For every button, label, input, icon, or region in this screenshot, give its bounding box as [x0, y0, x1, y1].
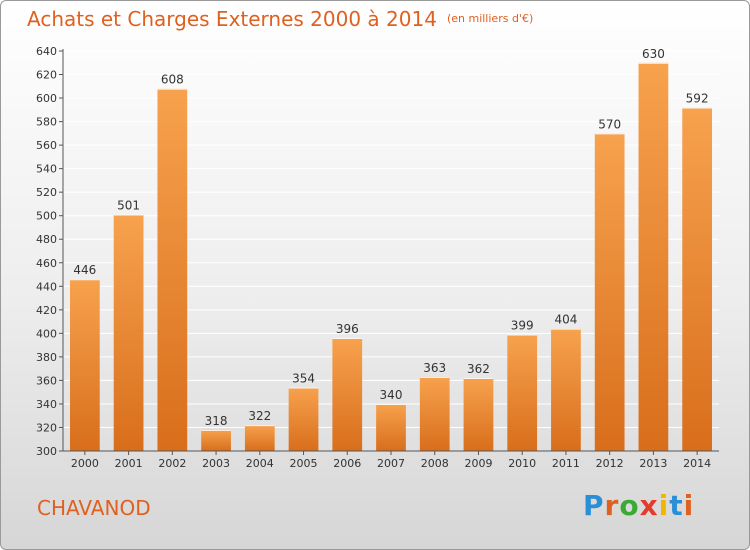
logo-letter: t	[669, 489, 684, 522]
y-tick-label: 640	[36, 45, 57, 58]
y-tick-label: 560	[36, 139, 57, 152]
bar-value-label: 608	[161, 73, 184, 87]
y-tick-label: 320	[36, 421, 57, 434]
x-tick-label: 2013	[639, 457, 667, 470]
bar	[419, 376, 450, 451]
bar-value-label: 570	[598, 117, 621, 131]
bar-value-label: 399	[511, 319, 534, 333]
bar	[507, 334, 538, 451]
bar	[682, 107, 713, 452]
bar-value-label: 322	[248, 409, 271, 423]
y-tick-label: 400	[36, 327, 57, 340]
bar	[551, 328, 581, 451]
bar	[288, 387, 319, 451]
y-tick-label: 600	[36, 92, 57, 105]
x-tick-label: 2011	[552, 457, 580, 470]
x-tick-label: 2007	[377, 457, 405, 470]
logo-letter: i	[658, 489, 670, 522]
y-tick-label: 460	[36, 257, 57, 270]
y-tick-label: 500	[36, 210, 57, 223]
bar-value-label: 446	[73, 263, 96, 277]
bar-value-label: 363	[423, 361, 446, 375]
y-tick-label: 620	[36, 69, 57, 82]
y-tick-label: 300	[36, 445, 57, 458]
bar	[69, 279, 100, 451]
bar-value-label: 354	[292, 371, 315, 385]
bar-value-label: 630	[642, 47, 665, 61]
bar	[244, 425, 275, 451]
logo-letter: x	[639, 489, 659, 522]
x-tick-label: 2000	[71, 457, 99, 470]
bar-value-label: 340	[380, 388, 403, 402]
x-tick-label: 2005	[290, 457, 318, 470]
bar	[463, 378, 494, 451]
y-tick-label: 380	[36, 351, 57, 364]
bar-value-label: 592	[686, 91, 709, 105]
logo-letter: r	[604, 489, 620, 522]
x-tick-label: 2006	[333, 457, 361, 470]
logo-letter: o	[619, 489, 640, 522]
x-tick-label: 2002	[158, 457, 186, 470]
bar	[376, 403, 406, 451]
y-tick-label: 540	[36, 163, 57, 176]
x-tick-label: 2014	[683, 457, 711, 470]
bar-value-label: 318	[205, 414, 228, 428]
y-tick-label: 520	[36, 186, 57, 199]
bar	[113, 214, 144, 451]
bar	[157, 88, 188, 451]
y-tick-label: 340	[36, 398, 57, 411]
bar	[638, 62, 669, 451]
x-tick-label: 2003	[202, 457, 230, 470]
x-tick-label: 2004	[246, 457, 274, 470]
bar-value-label: 396	[336, 322, 359, 336]
x-tick-label: 2001	[115, 457, 143, 470]
y-tick-label: 480	[36, 233, 57, 246]
title-unit: (en milliers d'€)	[446, 12, 534, 25]
bar	[594, 133, 625, 451]
x-tick-label: 2008	[421, 457, 449, 470]
commune-name: CHAVANOD	[37, 496, 151, 520]
bar-value-label: 404	[554, 313, 577, 327]
y-tick-label: 420	[36, 304, 57, 317]
chart-title: Achats et Charges Externes 2000 à 2014 (e…	[27, 7, 533, 31]
bar-value-label: 501	[117, 199, 140, 213]
logo-letter: P	[583, 489, 605, 522]
bar-value-label: 362	[467, 362, 490, 376]
y-tick-label: 360	[36, 374, 57, 387]
y-tick-label: 440	[36, 280, 57, 293]
title-text: Achats et Charges Externes 2000 à 2014	[27, 7, 437, 31]
bar	[332, 338, 363, 451]
proxiti-logo: Proxiti	[583, 489, 694, 522]
bar	[201, 429, 231, 451]
bars-layer: 446 501 608 318 322 354 396 340 363 362 399 404 570 6…	[69, 47, 713, 452]
x-tick-label: 2012	[596, 457, 624, 470]
y-tick-label: 580	[36, 116, 57, 129]
axis-layer: 300 320 340 360 380 400 420 440 460 480 500 520 540 5…	[36, 45, 719, 470]
x-tick-label: 2010	[508, 457, 536, 470]
logo-letter: i	[683, 489, 695, 522]
x-tick-label: 2009	[464, 457, 492, 470]
